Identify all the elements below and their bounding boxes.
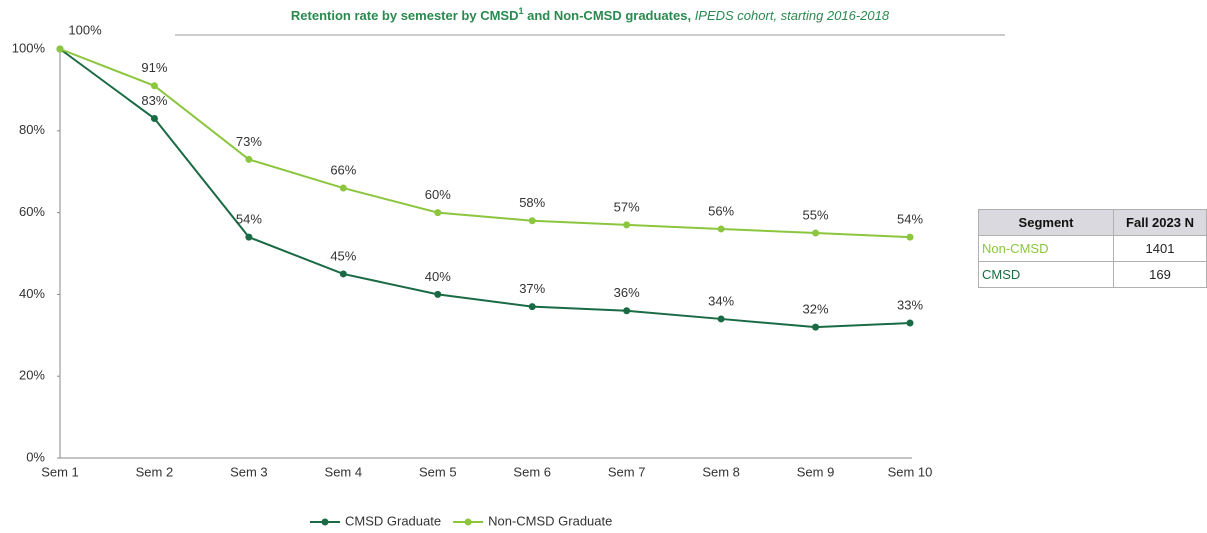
data-label: 45%: [330, 248, 356, 263]
data-point: [56, 45, 64, 53]
y-tick-label: 60%: [19, 204, 45, 219]
data-point: [528, 217, 536, 225]
data-point: [434, 209, 442, 217]
legend-label: CMSD Graduate: [345, 513, 441, 528]
x-tick-label: Sem 3: [230, 464, 268, 479]
series-line: [59, 48, 911, 329]
y-tick-label: 20%: [19, 368, 45, 383]
legend-marker: [321, 518, 329, 526]
data-label: 34%: [708, 293, 734, 308]
y-tick-label: 100%: [12, 40, 46, 55]
data-label: 33%: [897, 297, 923, 312]
data-label: 54%: [897, 212, 923, 227]
data-label: 37%: [519, 281, 545, 296]
title-continued: and Non-CMSD graduates,: [524, 8, 695, 23]
subtitle: IPEDS cohort, starting 2016-2018: [695, 8, 890, 23]
table-cell: 169: [1113, 261, 1207, 288]
data-point: [245, 233, 253, 241]
x-tick-label: Sem 5: [419, 464, 457, 479]
data-label: 55%: [803, 207, 829, 222]
series-line: [59, 48, 911, 239]
data-point: [906, 233, 914, 241]
data-point: [812, 229, 820, 237]
data-point: [528, 303, 536, 311]
segment-table: Segment Fall 2023 N Non-CMSD 1401 CMSD 169: [978, 209, 1207, 288]
data-label: 58%: [519, 195, 545, 210]
data-label: 54%: [236, 212, 262, 227]
table-cell: 1401: [1113, 235, 1207, 262]
data-point: [812, 323, 820, 331]
table-cell: CMSD: [978, 261, 1114, 288]
data-point: [434, 290, 442, 298]
table-cell: Non-CMSD: [978, 235, 1114, 262]
data-label: 66%: [330, 162, 356, 177]
data-point: [245, 155, 253, 163]
data-label: 91%: [141, 60, 167, 75]
x-tick-label: Sem 2: [136, 464, 174, 479]
data-label: 32%: [803, 302, 829, 317]
data-point: [906, 319, 914, 327]
title-main: Retention rate by semester by CMSD: [291, 8, 519, 23]
data-point: [339, 184, 347, 192]
x-tick-label: Sem 1: [41, 464, 79, 479]
data-point: [623, 307, 631, 315]
data-point: [150, 115, 158, 123]
y-tick-label: 80%: [19, 122, 45, 137]
y-tick-label: 40%: [19, 286, 45, 301]
data-label: 73%: [236, 134, 262, 149]
data-label: 40%: [425, 269, 451, 284]
data-label: 60%: [425, 187, 451, 202]
data-label: 36%: [614, 285, 640, 300]
x-tick-label: Sem 4: [325, 464, 363, 479]
table-header: Fall 2023 N: [1113, 209, 1207, 236]
data-label: 56%: [708, 203, 734, 218]
y-tick-label: 0%: [26, 449, 45, 464]
legend-label: Non-CMSD Graduate: [488, 513, 612, 528]
table-header: Segment: [978, 209, 1114, 236]
data-point: [717, 315, 725, 323]
data-point: [150, 82, 158, 90]
data-point: [623, 221, 631, 229]
title-superscript: 1: [518, 6, 523, 16]
data-point: [717, 225, 725, 233]
x-tick-label: Sem 10: [888, 464, 933, 479]
data-point: [339, 270, 347, 278]
data-label: 100%: [68, 22, 102, 37]
x-tick-label: Sem 8: [702, 464, 740, 479]
chart-title: Retention rate by semester by CMSD1 and …: [291, 6, 890, 23]
x-tick-label: Sem 9: [797, 464, 835, 479]
data-label: 83%: [141, 93, 167, 108]
x-tick-label: Sem 7: [608, 464, 646, 479]
x-tick-label: Sem 6: [513, 464, 551, 479]
legend-marker: [464, 518, 472, 526]
data-label: 57%: [614, 199, 640, 214]
